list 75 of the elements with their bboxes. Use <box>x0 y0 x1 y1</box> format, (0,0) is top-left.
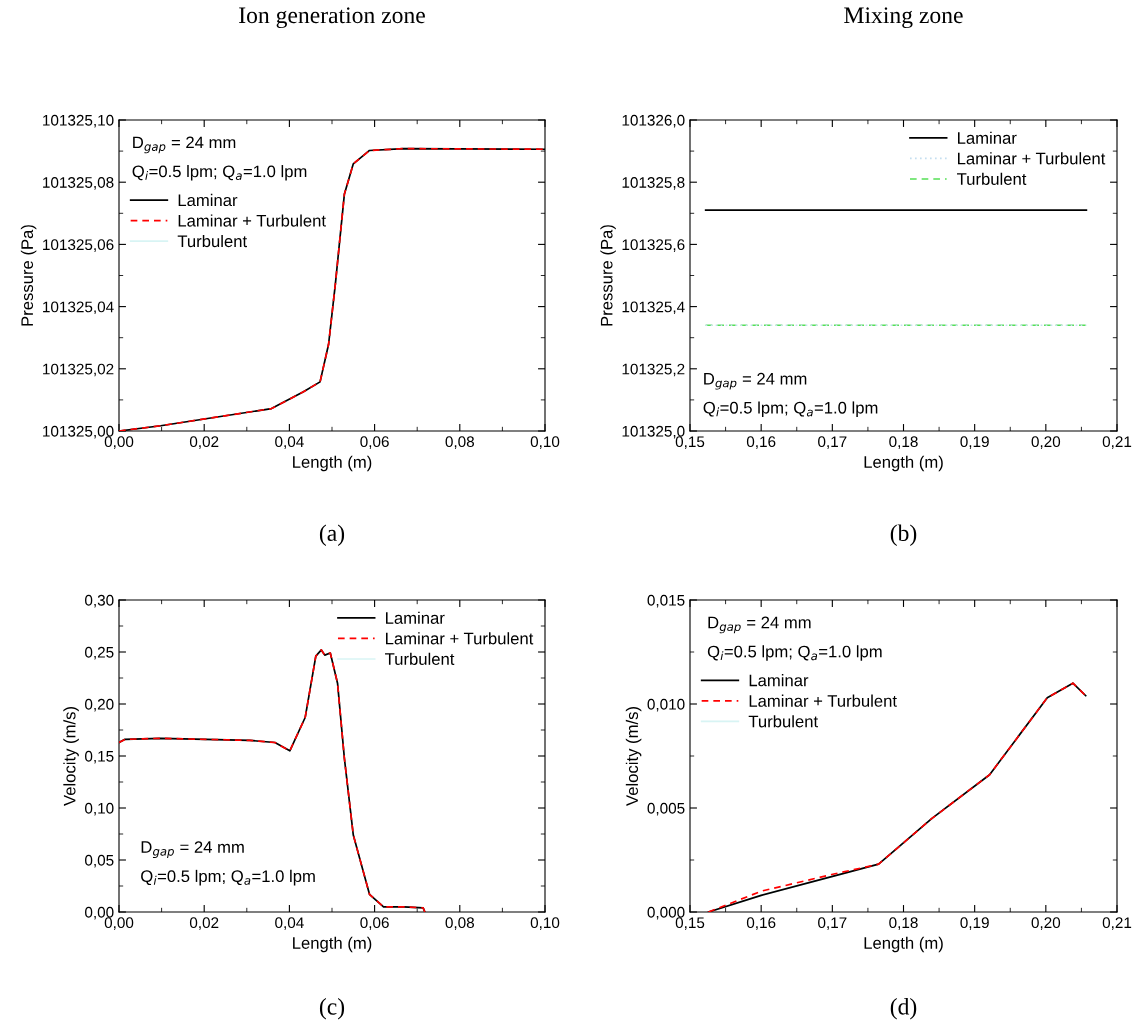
x-tick-label: 0,16 <box>746 436 776 449</box>
x-axis-title: Length (m) <box>293 936 372 953</box>
x-tick-label: 0,20 <box>1031 917 1061 930</box>
text: (d) <box>890 998 917 1020</box>
y-tick-label: 0,05 <box>85 854 114 868</box>
x-tick-label: 0,21 <box>1102 917 1132 930</box>
x-tick-label: 0,19 <box>960 436 989 449</box>
y-tick-label: 101325,02 <box>43 363 114 377</box>
y-axis-title: Velocity (m/s) <box>63 707 79 806</box>
x-tick-label: 0,18 <box>889 917 918 930</box>
x-tick-label: 0,02 <box>189 917 219 930</box>
annotation: D$_{gap}$ = 24 mm <box>708 616 811 634</box>
legend-label: Laminar <box>749 674 809 687</box>
y-tick-label: 0,010 <box>647 698 685 712</box>
y-tick-label: 0,005 <box>647 802 685 816</box>
annotation: Q$_{i}$=0.5 lpm; Q$_{a}$=1.0 lpm <box>132 165 307 181</box>
y-tick-label: 101325,4 <box>622 301 685 315</box>
x-tick-label: 0,17 <box>818 917 847 930</box>
y-tick-label: 101325,06 <box>43 239 114 252</box>
y-tick-label: 0,15 <box>85 750 114 764</box>
y-tick-label: 101326,0 <box>622 114 685 128</box>
x-tick-label: 0,04 <box>275 436 304 449</box>
y-tick-label: 0,25 <box>85 646 114 660</box>
y-tick-label: 101325,8 <box>622 177 685 190</box>
legend-label: Turbulent <box>957 172 1027 185</box>
x-tick-label: 0,02 <box>189 436 219 449</box>
legend-label: Turbulent <box>177 234 247 248</box>
x-tick-label: 0,20 <box>1031 436 1061 449</box>
legend-label: Laminar + Turbulent <box>386 632 534 645</box>
legend-label: Laminar <box>386 611 445 624</box>
text: (a) <box>319 524 345 546</box>
x-axis-title: Length (m) <box>293 455 372 472</box>
text: (c) <box>319 998 345 1020</box>
y-tick-label: 0,015 <box>647 594 685 608</box>
legend-label: Turbulent <box>385 652 455 665</box>
x-axis-title: Length (m) <box>864 455 943 472</box>
text: (b) <box>890 524 917 546</box>
legend-label: Laminar + Turbulent <box>958 152 1106 165</box>
x-tick-label: 0,21 <box>1102 436 1132 449</box>
x-tick-label: 0,16 <box>746 917 776 930</box>
x-tick-label: 0,06 <box>360 436 389 449</box>
x-tick-label: 0,08 <box>445 917 474 930</box>
y-axis-title: Pressure (Pa) <box>600 225 616 326</box>
x-tick-label: 0,04 <box>275 917 304 930</box>
x-axis-title: Length (m) <box>864 936 943 953</box>
y-axis-title: Pressure (Pa) <box>20 225 37 326</box>
annotation: Q$_{i}$=0.5 lpm; Q$_{a}$=1.0 lpm <box>703 401 878 417</box>
y-tick-label: 101325,10 <box>43 114 114 128</box>
annotation: D$_{gap}$ = 24 mm <box>704 372 807 390</box>
x-tick-label: 0,10 <box>530 917 560 930</box>
annotation: D$_{gap}$ = 24 mm <box>141 841 244 858</box>
x-tick-label: 0,17 <box>818 436 847 449</box>
y-tick-label: 101325,04 <box>43 301 114 315</box>
chart-title: Mixing zone <box>844 7 963 29</box>
y-tick-label: 101325,08 <box>43 177 114 190</box>
y-tick-label: 101325,6 <box>622 239 685 252</box>
y-tick-label: 0,30 <box>85 594 114 608</box>
legend-label: Laminar <box>178 193 238 207</box>
legend-label: Laminar + Turbulent <box>749 694 897 707</box>
annotation: Q$_{i}$=0.5 lpm; Q$_{a}$=1.0 lpm <box>707 645 882 661</box>
y-tick-label: 0,10 <box>85 802 114 816</box>
chart-title: Ion generation zone <box>239 7 425 29</box>
x-tick-label: 0,10 <box>530 436 560 449</box>
legend-label: Turbulent <box>748 715 818 728</box>
x-tick-label: 0,19 <box>960 917 989 930</box>
x-tick-label: 0,08 <box>445 436 474 449</box>
y-tick-label: 0,20 <box>85 698 114 712</box>
y-axis-title: Velocity (m/s) <box>625 707 642 806</box>
annotation: Q$_{i}$=0.5 lpm; Q$_{a}$=1.0 lpm <box>141 869 315 886</box>
legend-label: Laminar <box>958 131 1017 144</box>
legend-label: Laminar + Turbulent <box>178 214 326 227</box>
annotation: D$_{gap}$ = 24 mm <box>133 136 236 154</box>
y-tick-label: 101325,2 <box>622 363 685 377</box>
x-tick-label: 0,06 <box>360 917 389 930</box>
x-tick-label: 0,18 <box>889 436 918 449</box>
